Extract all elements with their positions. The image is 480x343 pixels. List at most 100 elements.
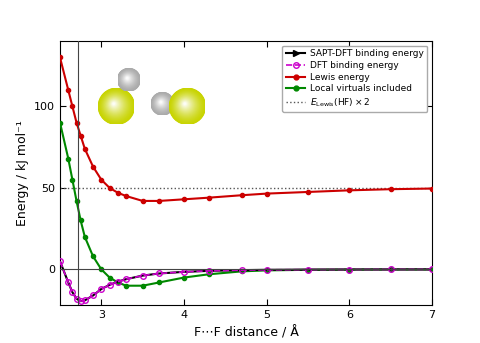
Circle shape xyxy=(156,97,168,109)
Circle shape xyxy=(173,92,201,120)
Circle shape xyxy=(152,93,172,114)
Legend: SAPT-DFT binding energy, DFT binding energy, Lewis energy, Local virtuals includ: SAPT-DFT binding energy, DFT binding ene… xyxy=(282,46,428,112)
Circle shape xyxy=(103,93,129,119)
Circle shape xyxy=(119,70,138,89)
Circle shape xyxy=(183,102,187,106)
Circle shape xyxy=(111,102,117,107)
Circle shape xyxy=(104,94,127,117)
Circle shape xyxy=(184,103,186,105)
Circle shape xyxy=(122,73,134,85)
Circle shape xyxy=(180,99,192,110)
Circle shape xyxy=(158,99,164,105)
Circle shape xyxy=(100,91,132,121)
Circle shape xyxy=(111,101,117,107)
Circle shape xyxy=(181,100,190,109)
Circle shape xyxy=(159,100,163,105)
Circle shape xyxy=(122,73,134,85)
Circle shape xyxy=(170,88,205,124)
Circle shape xyxy=(156,97,167,108)
Circle shape xyxy=(126,77,129,79)
Circle shape xyxy=(120,71,137,88)
Circle shape xyxy=(109,99,120,110)
Circle shape xyxy=(158,100,164,105)
Circle shape xyxy=(156,98,167,108)
Circle shape xyxy=(176,95,196,115)
Circle shape xyxy=(103,93,128,118)
Circle shape xyxy=(176,94,197,116)
Circle shape xyxy=(177,96,195,115)
Circle shape xyxy=(107,97,123,113)
Circle shape xyxy=(102,92,130,119)
Circle shape xyxy=(155,96,168,110)
Circle shape xyxy=(171,91,203,121)
Circle shape xyxy=(153,94,171,113)
Circle shape xyxy=(121,72,136,87)
Circle shape xyxy=(182,101,189,107)
Circle shape xyxy=(120,70,138,88)
Circle shape xyxy=(184,103,185,104)
Circle shape xyxy=(118,69,140,91)
Circle shape xyxy=(118,69,140,91)
Circle shape xyxy=(155,96,169,110)
Circle shape xyxy=(127,78,128,79)
Circle shape xyxy=(126,77,128,79)
Circle shape xyxy=(175,94,198,117)
Circle shape xyxy=(100,90,132,122)
Circle shape xyxy=(126,76,129,80)
Circle shape xyxy=(120,71,136,87)
Circle shape xyxy=(121,72,135,86)
Circle shape xyxy=(122,73,133,84)
Y-axis label: Energy / kJ mol⁻¹: Energy / kJ mol⁻¹ xyxy=(15,120,29,226)
Circle shape xyxy=(169,88,205,124)
Circle shape xyxy=(159,101,163,104)
Circle shape xyxy=(112,102,116,106)
Circle shape xyxy=(106,95,125,115)
Circle shape xyxy=(122,73,133,84)
Circle shape xyxy=(124,75,132,83)
Circle shape xyxy=(154,95,170,111)
Circle shape xyxy=(124,75,131,82)
Circle shape xyxy=(125,76,130,80)
Circle shape xyxy=(104,94,127,117)
Circle shape xyxy=(157,99,166,107)
Circle shape xyxy=(158,99,165,106)
Circle shape xyxy=(174,93,199,118)
Circle shape xyxy=(107,97,123,113)
Circle shape xyxy=(159,100,163,104)
Circle shape xyxy=(126,77,129,80)
Circle shape xyxy=(180,99,191,109)
Circle shape xyxy=(99,89,133,123)
Circle shape xyxy=(182,102,188,107)
Circle shape xyxy=(120,72,136,87)
Circle shape xyxy=(154,96,169,111)
Circle shape xyxy=(123,74,132,83)
Circle shape xyxy=(113,103,115,105)
Circle shape xyxy=(174,93,200,119)
Circle shape xyxy=(158,99,165,106)
Circle shape xyxy=(112,103,115,105)
Circle shape xyxy=(121,72,135,86)
Circle shape xyxy=(170,89,204,123)
Circle shape xyxy=(125,76,130,81)
Circle shape xyxy=(121,72,135,86)
Circle shape xyxy=(156,98,167,108)
Circle shape xyxy=(178,97,194,113)
Circle shape xyxy=(151,93,174,115)
Circle shape xyxy=(181,100,190,109)
Circle shape xyxy=(98,88,134,124)
Circle shape xyxy=(178,97,194,113)
Circle shape xyxy=(120,71,137,88)
Circle shape xyxy=(152,93,173,114)
Circle shape xyxy=(155,96,168,110)
Circle shape xyxy=(119,69,139,90)
Circle shape xyxy=(110,100,119,109)
Circle shape xyxy=(123,74,133,84)
Circle shape xyxy=(107,97,122,112)
Circle shape xyxy=(157,98,166,107)
Circle shape xyxy=(160,101,162,103)
Circle shape xyxy=(155,96,169,110)
Circle shape xyxy=(156,97,167,108)
Circle shape xyxy=(110,100,118,108)
Circle shape xyxy=(113,103,114,104)
Circle shape xyxy=(178,96,195,114)
